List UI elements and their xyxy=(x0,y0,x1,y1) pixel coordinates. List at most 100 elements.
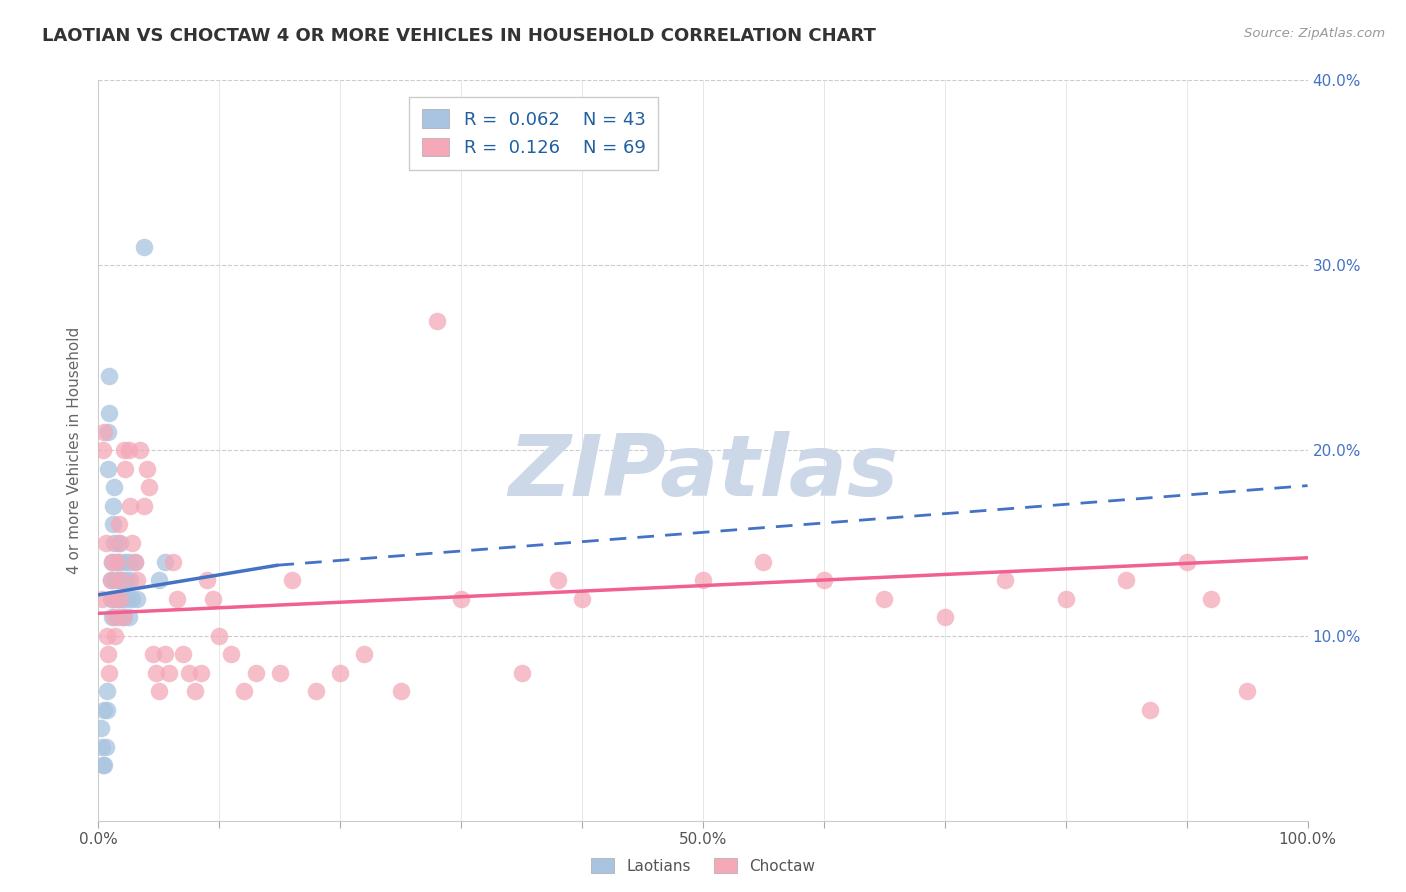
Point xyxy=(202,591,225,606)
Point xyxy=(127,573,149,587)
Point xyxy=(127,591,149,606)
Point xyxy=(184,684,207,698)
Point xyxy=(1175,554,1198,569)
Point xyxy=(93,758,115,772)
Point xyxy=(104,628,127,642)
Point xyxy=(110,573,132,587)
Point xyxy=(104,573,127,587)
Point xyxy=(195,573,218,587)
Point xyxy=(118,554,141,569)
Text: ZIPatlas: ZIPatlas xyxy=(508,431,898,514)
Point xyxy=(101,591,124,606)
Point xyxy=(873,591,896,606)
Point xyxy=(107,610,129,624)
Point xyxy=(353,647,375,661)
Point xyxy=(91,591,114,606)
Point xyxy=(269,665,291,680)
Point xyxy=(510,665,533,680)
Point xyxy=(103,481,125,495)
Point xyxy=(112,610,135,624)
Point xyxy=(115,573,138,587)
Point xyxy=(91,739,114,754)
Point xyxy=(111,591,134,606)
Point xyxy=(142,647,165,661)
Point xyxy=(112,443,135,458)
Point xyxy=(107,573,129,587)
Point xyxy=(148,573,170,587)
Point xyxy=(153,554,176,569)
Point xyxy=(166,591,188,606)
Point xyxy=(108,591,131,606)
Point xyxy=(96,703,118,717)
Point xyxy=(157,665,180,680)
Point xyxy=(97,425,120,439)
Point xyxy=(117,591,139,606)
Point xyxy=(145,665,167,680)
Point xyxy=(100,610,122,624)
Point xyxy=(110,573,132,587)
Point xyxy=(752,554,775,569)
Text: Source: ZipAtlas.com: Source: ZipAtlas.com xyxy=(1244,27,1385,40)
Point xyxy=(813,573,835,587)
Point xyxy=(96,684,118,698)
Point xyxy=(281,573,304,587)
Point xyxy=(121,591,143,606)
Text: LAOTIAN VS CHOCTAW 4 OR MORE VEHICLES IN HOUSEHOLD CORRELATION CHART: LAOTIAN VS CHOCTAW 4 OR MORE VEHICLES IN… xyxy=(42,27,876,45)
Point xyxy=(93,425,115,439)
Point xyxy=(97,462,120,476)
Point xyxy=(108,554,131,569)
Point xyxy=(138,481,160,495)
Point xyxy=(114,554,136,569)
Point xyxy=(108,536,131,550)
Point xyxy=(108,591,131,606)
Point xyxy=(103,536,125,550)
Point xyxy=(389,684,412,698)
Point xyxy=(93,703,115,717)
Point xyxy=(994,573,1017,587)
Point xyxy=(118,610,141,624)
Point xyxy=(426,314,449,328)
Point xyxy=(96,628,118,642)
Point xyxy=(329,665,352,680)
Point xyxy=(100,573,122,587)
Point xyxy=(114,462,136,476)
Point xyxy=(162,554,184,569)
Point xyxy=(1236,684,1258,698)
Point xyxy=(934,610,956,624)
Point xyxy=(105,554,128,569)
Point xyxy=(98,665,121,680)
Point xyxy=(153,647,176,661)
Point xyxy=(135,462,157,476)
Point xyxy=(105,554,128,569)
Point xyxy=(121,536,143,550)
Point xyxy=(90,721,112,735)
Point xyxy=(98,407,121,421)
Point xyxy=(100,573,122,587)
Point xyxy=(221,647,243,661)
Point xyxy=(105,591,128,606)
Point xyxy=(124,554,146,569)
Point xyxy=(111,610,134,624)
Point xyxy=(100,591,122,606)
Point xyxy=(124,554,146,569)
Point xyxy=(450,591,472,606)
Point xyxy=(94,536,117,550)
Point xyxy=(245,665,267,680)
Point xyxy=(100,554,122,569)
Point xyxy=(1054,591,1077,606)
Point xyxy=(118,499,141,513)
Point xyxy=(190,665,212,680)
Point xyxy=(232,684,254,698)
Point xyxy=(1115,573,1137,587)
Point xyxy=(208,628,231,642)
Point xyxy=(128,443,150,458)
Point xyxy=(97,647,120,661)
Point xyxy=(305,684,328,698)
Point xyxy=(692,573,714,587)
Point xyxy=(103,610,125,624)
Point xyxy=(172,647,194,661)
Point xyxy=(148,684,170,698)
Point xyxy=(1199,591,1222,606)
Point xyxy=(91,443,114,458)
Legend: R =  0.062    N = 43, R =  0.126    N = 69: R = 0.062 N = 43, R = 0.126 N = 69 xyxy=(409,96,658,169)
